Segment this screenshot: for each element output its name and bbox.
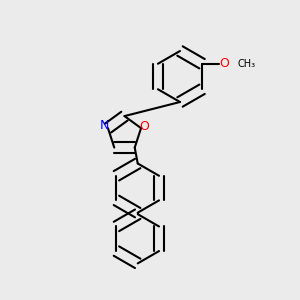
- Text: O: O: [219, 57, 229, 70]
- Text: O: O: [140, 120, 150, 134]
- Text: CH₃: CH₃: [237, 59, 255, 69]
- Text: N: N: [100, 119, 109, 132]
